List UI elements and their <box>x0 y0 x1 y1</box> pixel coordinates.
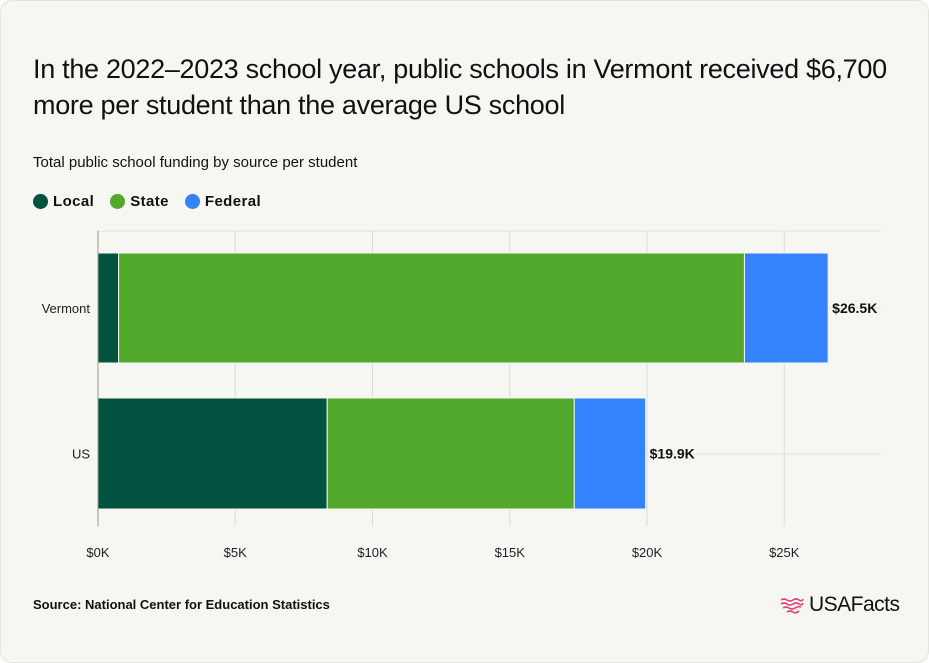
bar-total-label: $19.9K <box>650 446 695 462</box>
legend-label-state: State <box>130 193 169 210</box>
legend-label-local: Local <box>53 193 95 210</box>
bar-segment-state <box>118 252 745 364</box>
x-tick-label: $5K <box>224 545 247 560</box>
stacked-bar-chart: $0K $5K $10K $15K $20K $25K Vermont $26.5K US $19… <box>42 230 881 560</box>
legend-swatch-state <box>110 194 126 209</box>
bar-segment-local <box>97 397 328 510</box>
x-tick-label: $10K <box>357 545 388 560</box>
legend-swatch-local <box>33 194 48 209</box>
legend-item-state: State <box>110 193 169 210</box>
x-tick-label: $15K <box>495 545 526 560</box>
bar-segment-local <box>97 252 120 364</box>
bar-total-label: $26.5K <box>832 300 877 316</box>
legend-item-local: Local <box>33 193 94 210</box>
bar-segment-federal <box>743 252 829 364</box>
chart-subtitle: Total public school funding by source pe… <box>33 154 358 171</box>
legend-label-federal: Federal <box>204 193 262 210</box>
category-label: Vermont <box>42 301 91 316</box>
bar-segment-state <box>326 397 575 510</box>
us-flag-icon <box>780 598 804 614</box>
usafacts-logo: USAFacts <box>779 593 900 617</box>
chart-title: In the 2022–2023 school year, public sch… <box>33 54 887 120</box>
x-tick-label: $20K <box>632 545 663 560</box>
legend-item-federal: Federal <box>184 193 262 210</box>
x-tick-label: $0K <box>86 545 109 560</box>
legend: Local State Federal <box>33 193 277 210</box>
category-label: US <box>72 447 90 462</box>
x-tick-label: $25K <box>769 545 800 560</box>
source-note: Source: National Center for Education St… <box>33 597 330 612</box>
legend-swatch-federal <box>184 194 200 209</box>
logo-text: USAFacts <box>809 593 900 616</box>
bar-segment-federal <box>573 397 647 510</box>
